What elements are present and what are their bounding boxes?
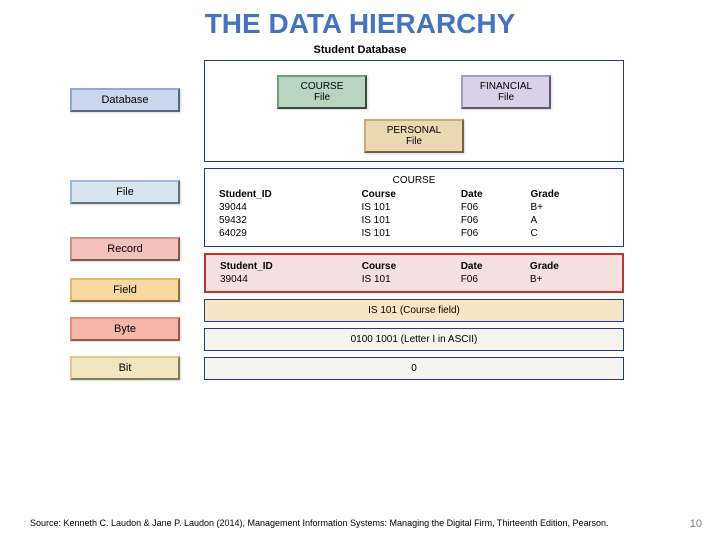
table-row: 39044IS 101F06B+ <box>215 201 613 214</box>
hierarchy-labels-column: Database File Record Field Byte Bit <box>70 60 180 386</box>
label-bit: Bit <box>70 356 180 380</box>
byte-text: 0100 1001 (Letter I in ASCII) <box>215 334 613 345</box>
table-header: Grade <box>526 260 612 273</box>
table-row: 59432IS 101F06A <box>215 214 613 227</box>
table-header: Grade <box>526 188 613 201</box>
database-panel: COURSEFile FINANCIALFile PERSONALFile <box>204 60 624 162</box>
personal-file-box: PERSONALFile <box>364 119 464 153</box>
field-panel: IS 101 (Course field) <box>204 299 624 322</box>
table-row: 64029IS 101F06C <box>215 227 613 240</box>
record-table: Student_IDCourseDateGrade 39044IS 101F06… <box>216 260 612 286</box>
course-file-box: COURSEFile <box>277 75 367 109</box>
table-header: Student_ID <box>215 188 357 201</box>
table-header: Student_ID <box>216 260 358 273</box>
slide-subtitle: Student Database <box>0 44 720 56</box>
slide-title: THE DATA HIERARCHY <box>0 0 720 44</box>
table-header: Course <box>358 260 457 273</box>
label-database: Database <box>70 88 180 112</box>
diagram-area: Database File Record Field Byte Bit COUR… <box>0 60 720 386</box>
file-table: Student_IDCourseDateGrade 39044IS 101F06… <box>215 188 613 240</box>
page-number: 10 <box>690 518 702 530</box>
hierarchy-panels-column: COURSEFile FINANCIALFile PERSONALFile CO… <box>204 60 624 386</box>
label-field: Field <box>70 278 180 302</box>
file-panel-title: COURSE <box>215 175 613 186</box>
bit-text: 0 <box>215 363 613 374</box>
source-citation: Source: Kenneth C. Laudon & Jane P. Laud… <box>30 518 670 528</box>
field-text: IS 101 (Course field) <box>215 305 613 316</box>
table-header: Date <box>457 260 526 273</box>
record-panel: Student_IDCourseDateGrade 39044IS 101F06… <box>204 253 624 293</box>
table-header: Date <box>457 188 527 201</box>
financial-file-box: FINANCIALFile <box>461 75 551 109</box>
label-file: File <box>70 180 180 204</box>
label-record: Record <box>70 237 180 261</box>
table-header: Course <box>357 188 456 201</box>
label-byte: Byte <box>70 317 180 341</box>
file-panel: COURSE Student_IDCourseDateGrade 39044IS… <box>204 168 624 247</box>
bit-panel: 0 <box>204 357 624 380</box>
byte-panel: 0100 1001 (Letter I in ASCII) <box>204 328 624 351</box>
